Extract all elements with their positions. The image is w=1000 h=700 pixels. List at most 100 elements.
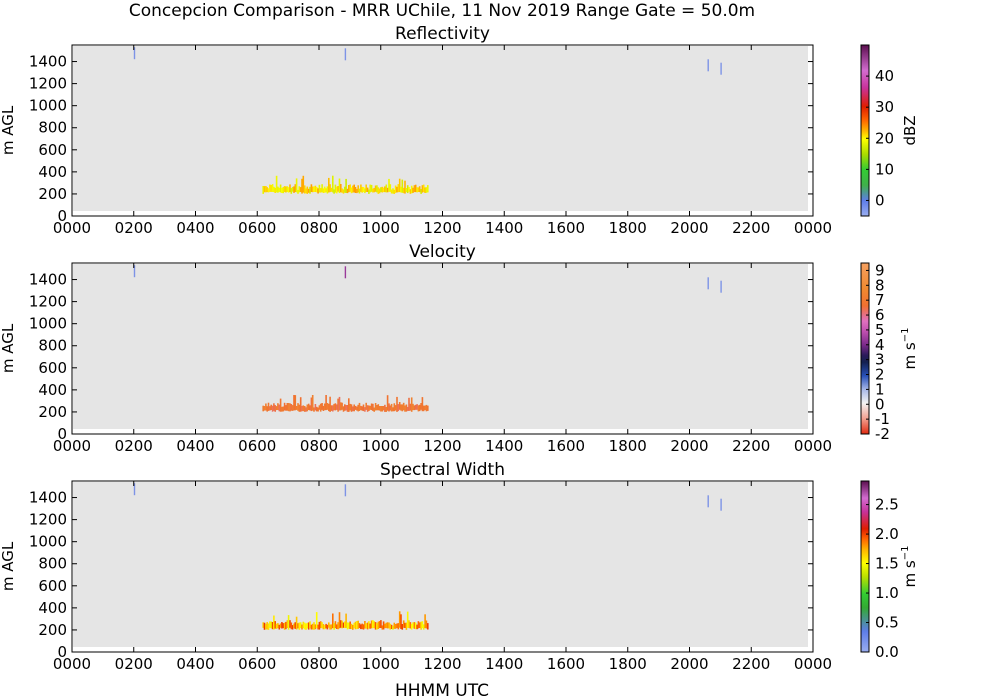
heatmap-cell (271, 405, 274, 412)
heatmap-cell (319, 188, 322, 193)
heatmap-cell (275, 623, 278, 629)
heatmap-cell (345, 613, 347, 628)
heatmap-cell (373, 187, 375, 193)
colorbar-label-text: m s (901, 342, 919, 369)
heatmap-cell (334, 184, 337, 193)
heatmap-cell (361, 406, 363, 411)
heatmap-cell (311, 623, 314, 630)
heatmap-cell (362, 404, 365, 412)
heatmap-cell (333, 189, 335, 194)
heatmap-cell (283, 402, 286, 411)
colorbar-tick-label: 1.5 (875, 555, 899, 573)
x-tick-label: 1000 (362, 655, 400, 673)
heatmap-cell (273, 186, 275, 193)
heatmap-cell (291, 186, 294, 192)
heatmap-cell (369, 623, 371, 629)
heatmap-cell (298, 622, 301, 630)
heatmap-cell (382, 187, 385, 193)
x-tick-label: 0000 (53, 219, 91, 237)
heatmap-cell (350, 404, 353, 412)
colorbar-tick-label: 1.0 (875, 584, 899, 602)
heatmap-cell (385, 407, 388, 412)
heatmap-cell (421, 185, 424, 193)
heatmap-cell (271, 184, 274, 192)
y-tick-label: 800 (38, 337, 67, 355)
heatmap-cell (342, 406, 345, 412)
heatmap-cell (281, 406, 283, 412)
heatmap-cell (422, 405, 425, 412)
heatmap-cell (377, 187, 380, 194)
heatmap-cell (295, 616, 298, 630)
heatmap-cell (282, 623, 285, 629)
heatmap-cell (353, 622, 355, 629)
x-tick-label: 2200 (732, 219, 770, 237)
heatmap-cell (360, 405, 362, 410)
heatmap-cell (397, 404, 400, 412)
x-tick-label: 0400 (176, 219, 214, 237)
heatmap-cell (262, 405, 264, 412)
heatmap-cell (334, 621, 337, 629)
x-axis-label: HHMM UTC (395, 681, 489, 700)
heatmap-cell (285, 405, 287, 411)
heatmap-cell (386, 395, 389, 411)
heatmap-cell (356, 406, 358, 411)
heatmap-cell (325, 395, 327, 411)
y-axis-label: m AGL (0, 323, 17, 373)
x-tick-label: 1600 (547, 655, 585, 673)
heatmap-cell (418, 186, 421, 193)
heatmap-cell (720, 498, 722, 511)
heatmap-cell (377, 404, 380, 411)
heatmap-cell (381, 625, 384, 630)
heatmap-cell (364, 407, 366, 412)
heatmap-cell (410, 397, 413, 412)
heatmap-cell (348, 398, 350, 412)
heatmap-cell (417, 405, 420, 412)
heatmap-cell (409, 189, 412, 194)
heatmap-cell (380, 187, 382, 193)
heatmap-cell (425, 187, 428, 193)
y-tick-label: 0 (57, 643, 67, 661)
heatmap-cell (289, 620, 291, 628)
heatmap-cell (424, 405, 426, 410)
heatmap-cell (418, 622, 421, 628)
x-tick-label: 1400 (485, 219, 523, 237)
heatmap-cell (374, 185, 377, 192)
heatmap-cell (364, 621, 366, 629)
heatmap-cell (332, 175, 334, 193)
heatmap-cell (405, 622, 408, 630)
heatmap-cells (133, 483, 722, 630)
x-tick-label: 0200 (115, 219, 153, 237)
y-tick-label: 1200 (29, 75, 67, 93)
heatmap-cell (420, 189, 422, 194)
heatmap-cell (427, 185, 429, 193)
heatmap-cell (329, 624, 331, 630)
heatmap-cell (362, 187, 365, 193)
colorbar-tick-label: 0.0 (875, 643, 899, 661)
heatmap-cell (267, 623, 270, 630)
heatmap-cell (278, 624, 281, 630)
heatmap-cell (421, 621, 424, 629)
heatmap-cell (314, 404, 317, 411)
heatmap-cell (358, 623, 361, 629)
y-tick-label: 1000 (29, 97, 67, 115)
x-tick-label: 2000 (670, 437, 708, 455)
heatmap-cell (333, 403, 335, 411)
heatmap-cell (413, 185, 416, 193)
heatmap-cell (352, 624, 354, 630)
heatmap-cell (337, 622, 339, 630)
heatmap-cell (408, 187, 410, 192)
heatmap-cell (275, 406, 278, 411)
heatmap-cell (402, 620, 405, 628)
heatmap-cell (341, 620, 343, 629)
heatmap-cell (306, 622, 309, 629)
heatmap-cell (368, 621, 370, 629)
plot-background (73, 264, 808, 429)
colorbar-tick-label: 2.5 (875, 496, 899, 514)
heatmap-cell (392, 625, 394, 630)
heatmap-cell (269, 184, 271, 192)
heatmap-cell (274, 621, 276, 629)
heatmap-cell (266, 406, 268, 412)
panel-2: 0000 0200 0400 0600 0800 1000 1200 1400 1600 1800… (0, 242, 919, 455)
heatmap-cell (396, 623, 398, 628)
